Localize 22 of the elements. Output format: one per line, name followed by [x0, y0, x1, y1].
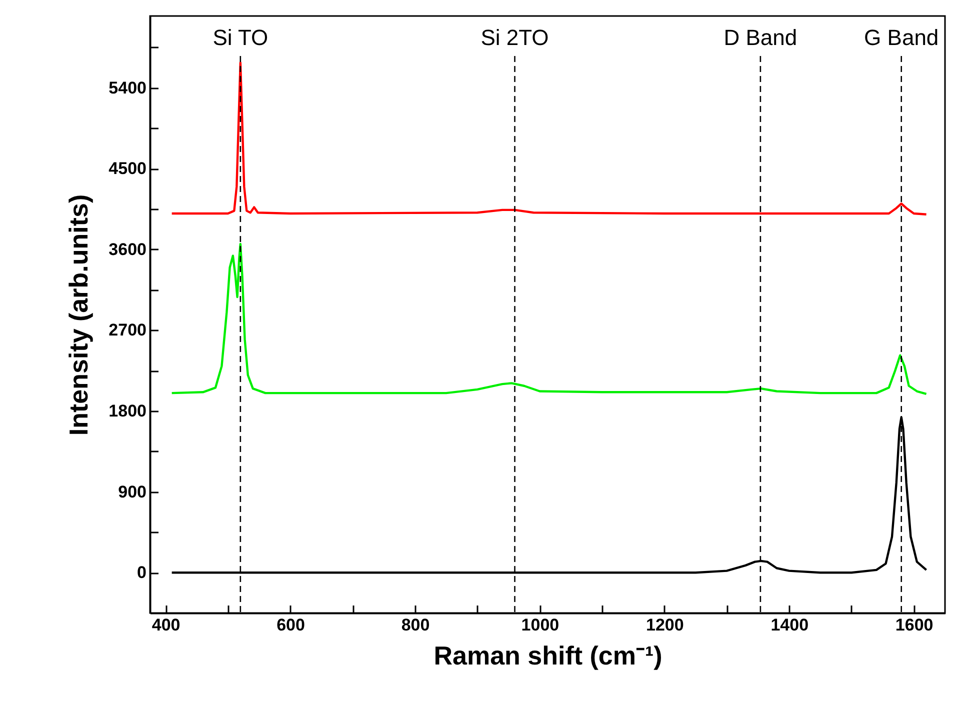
x-tick-label: 400 [152, 616, 180, 634]
y-tick-label: 5400 [108, 78, 146, 98]
y-tick-label: 4500 [108, 159, 146, 178]
y-tick-label: 900 [118, 482, 146, 502]
y-axis-title: Intensity (arb.units) [64, 194, 94, 436]
line-series [170, 62, 928, 216]
x-tick-label: 1000 [521, 616, 560, 634]
ref-line-label: Si TO [212, 25, 268, 50]
ref-line-label: D Band [724, 25, 798, 50]
line-series [170, 242, 928, 396]
x-tick-label: 800 [401, 616, 430, 634]
x-tick-label: 1400 [770, 616, 809, 634]
x-tick-label: 600 [276, 616, 305, 634]
x-axis-title: Raman shift (cm⁻¹) [434, 640, 662, 670]
x-tick-label: 1200 [646, 616, 684, 634]
y-tick-label: 3600 [108, 240, 146, 259]
y-tick-label: 2700 [108, 320, 146, 340]
x-tick-label: 1600 [895, 616, 934, 634]
y-tick-label: 1800 [108, 402, 146, 421]
y-tick-label: 0 [137, 563, 146, 582]
ref-line-label: G Band [864, 25, 939, 50]
ref-line-label: Si 2TO [480, 25, 549, 50]
